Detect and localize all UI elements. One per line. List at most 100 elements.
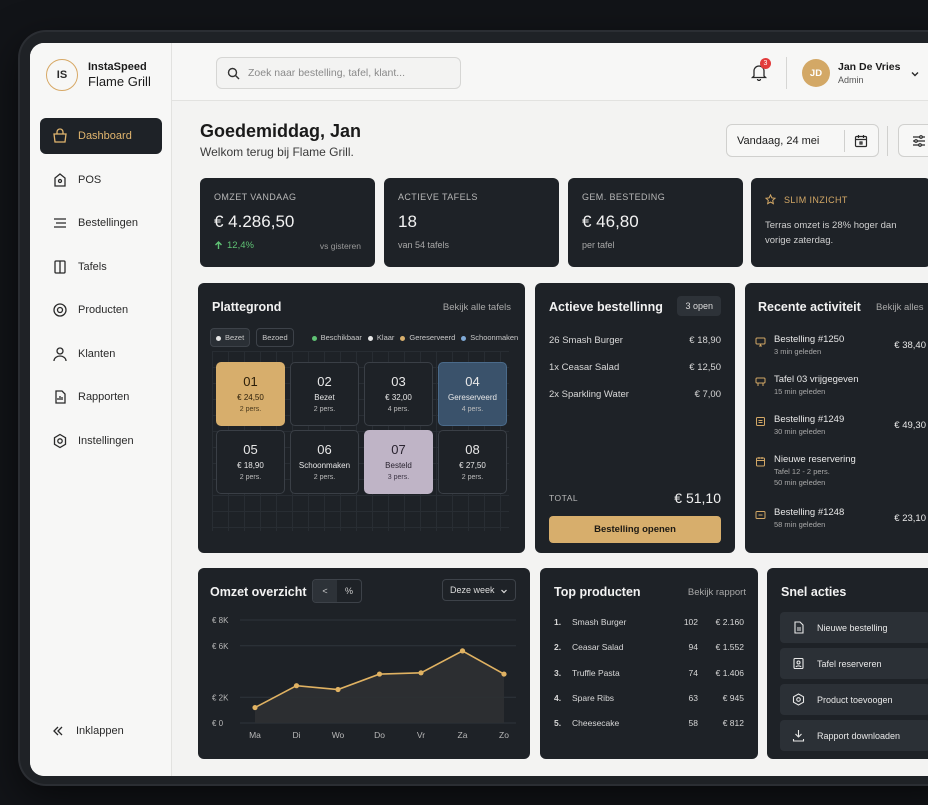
order-item-name: 26 Smash Burger bbox=[549, 335, 623, 346]
activity-amount: € 49,30 bbox=[894, 420, 926, 431]
product-revenue: € 945 bbox=[722, 693, 744, 703]
reserve-table-button[interactable]: Tafel reserveren bbox=[780, 648, 928, 679]
sidebar-item-tafels[interactable]: Tafels bbox=[40, 249, 162, 285]
chevron-down-icon[interactable] bbox=[910, 69, 920, 79]
kpi-value: € 4.286,50 bbox=[214, 212, 295, 231]
view-all-tables-link[interactable]: Bekijk alle tafels bbox=[442, 302, 511, 313]
activity-meta: 50 min geleden bbox=[774, 478, 826, 487]
order-item-name: 2x Sparkling Water bbox=[549, 389, 629, 400]
product-name: Truffle Pasta bbox=[572, 668, 620, 678]
table-tile-04[interactable]: 04 Gereserveerd 4 pers. bbox=[438, 362, 507, 426]
product-row: 5. Cheesecake 58 € 812 bbox=[554, 718, 744, 728]
sidebar-item-klanten[interactable]: Klanten bbox=[40, 336, 162, 372]
search-input[interactable]: Zoek naar bestelling, tafel, klant... bbox=[216, 57, 461, 89]
table-tile-01[interactable]: 01 € 24,50 2 pers. bbox=[216, 362, 285, 426]
sidebar-item-pos[interactable]: POS bbox=[40, 162, 162, 198]
insight-header: SLIM INZICHT bbox=[765, 194, 848, 205]
double-chevron-left-icon bbox=[53, 726, 63, 736]
legend-label: Beschikbaar bbox=[320, 333, 362, 342]
kpi-trend-value: 12,4% bbox=[227, 240, 254, 251]
activity-meta: 15 min geleden bbox=[774, 387, 826, 396]
customers-icon bbox=[53, 346, 67, 361]
sidebar-item-dashboard[interactable]: Dashboard bbox=[40, 118, 162, 154]
total-label: TOTAL bbox=[549, 493, 579, 503]
product-name: Smash Burger bbox=[572, 617, 627, 627]
sidebar-item-instellingen[interactable]: Instellingen bbox=[40, 423, 162, 459]
table-tile-03[interactable]: 03 € 32,00 4 pers. bbox=[364, 362, 433, 426]
table-status: Bezet bbox=[314, 393, 335, 402]
product-rank: 2. bbox=[554, 642, 562, 652]
view-all-activity-link[interactable]: Bekijk alles bbox=[876, 302, 924, 313]
action-label: Tafel reserveren bbox=[817, 658, 882, 669]
tables-icon bbox=[54, 259, 66, 274]
product-row: 3. Truffle Pasta 74 € 1.406 bbox=[554, 668, 744, 678]
activity-item[interactable]: Tafel 03 vrijgegeven 15 min geleden bbox=[755, 374, 928, 396]
open-order-button[interactable]: Bestelling openen bbox=[549, 516, 721, 543]
table-number: 06 bbox=[317, 442, 332, 457]
order-line: 2x Sparkling Water € 7,00 bbox=[549, 389, 721, 400]
legend-label: Klaar bbox=[376, 333, 395, 342]
panel-title: Snel acties bbox=[781, 585, 847, 599]
download-icon bbox=[792, 730, 805, 742]
order-total: TOTAL € 51,10 bbox=[549, 490, 721, 506]
table-tile-06[interactable]: 06 Schoonmaken 2 pers. bbox=[290, 430, 359, 494]
kpi-sub: per tafel bbox=[582, 240, 615, 250]
table-tile-05[interactable]: 05 € 18,90 2 pers. bbox=[216, 430, 285, 494]
period-select[interactable]: Deze week bbox=[442, 579, 516, 601]
table-status: € 32,00 bbox=[385, 393, 412, 402]
toggle-currency[interactable]: < bbox=[313, 580, 337, 602]
product-rank: 1. bbox=[554, 617, 562, 627]
sidebar-item-rapporten[interactable]: Rapporten bbox=[40, 379, 162, 415]
toggle-percent[interactable]: % bbox=[344, 586, 353, 596]
avatar: JD bbox=[802, 59, 830, 87]
divider bbox=[786, 57, 787, 89]
collapse-sidebar-button[interactable]: Inklappen bbox=[52, 725, 124, 737]
sidebar-item-bestellingen[interactable]: Bestellingen bbox=[40, 205, 162, 241]
quick-actions-panel: Snel acties Nieuwe bestelling Tafel rese… bbox=[767, 568, 928, 759]
tray-icon bbox=[755, 337, 766, 347]
product-row: 2. Ceasar Salad 94 € 1.552 bbox=[554, 642, 744, 652]
filter-chip-bezoed[interactable]: Bezoed bbox=[256, 328, 294, 347]
date-picker[interactable]: Vandaag, 24 mei bbox=[726, 124, 879, 157]
table-persons: 2 pers. bbox=[239, 474, 262, 481]
table-persons: 2 pers. bbox=[239, 406, 262, 413]
settings-icon bbox=[53, 433, 67, 448]
page-subtitle: Welkom terug bij Flame Grill. bbox=[200, 145, 354, 159]
activity-item[interactable]: Bestelling #1250 3 min geleden € 38,40 bbox=[755, 334, 928, 356]
y-tick-label: € 2K bbox=[212, 693, 229, 702]
activity-meta: 58 min geleden bbox=[774, 520, 826, 529]
product-revenue: € 1.406 bbox=[715, 668, 744, 678]
activity-item[interactable]: Nieuwe reservering Tafel 12 - 2 pers. 50 m… bbox=[755, 454, 928, 487]
download-report-button[interactable]: Rapport downloaden bbox=[780, 720, 928, 751]
legend-item-ready: Klaar bbox=[367, 333, 395, 342]
activity-item[interactable]: Bestelling #1248 58 min geleden € 23,10 bbox=[755, 507, 928, 529]
x-tick-label: Wo bbox=[332, 730, 345, 740]
open-count-badge: 3 open bbox=[677, 296, 721, 316]
table-persons: 2 pers. bbox=[313, 474, 336, 481]
table-persons: 2 pers. bbox=[461, 474, 484, 481]
filter-button[interactable] bbox=[898, 124, 928, 157]
x-tick-label: Zo bbox=[499, 730, 509, 740]
activity-title: Bestelling #1250 bbox=[774, 334, 845, 345]
activity-amount: € 38,40 bbox=[894, 340, 926, 351]
store-icon bbox=[53, 128, 67, 143]
action-label: Rapport downloaden bbox=[817, 730, 901, 741]
sliders-icon bbox=[913, 135, 925, 147]
panel-title: Actieve bestellinng bbox=[549, 300, 663, 314]
insight-title: SLIM INZICHT bbox=[784, 194, 848, 205]
data-point bbox=[252, 704, 258, 711]
add-product-button[interactable]: Product toevoogen bbox=[780, 684, 928, 715]
new-order-button[interactable]: Nieuwe bestelling bbox=[780, 612, 928, 643]
x-tick-label: Di bbox=[292, 730, 300, 740]
table-tile-08[interactable]: 08 € 27,50 2 pers. bbox=[438, 430, 507, 494]
products-icon bbox=[53, 303, 67, 317]
filter-chip-bezet[interactable]: Bezet bbox=[210, 328, 251, 347]
view-report-link[interactable]: Bekijk rapport bbox=[687, 587, 746, 598]
table-status: Besteld bbox=[385, 461, 412, 470]
y-tick-label: € 8K bbox=[212, 616, 229, 625]
user-menu[interactable]: JD Jan De Vries Admin bbox=[802, 59, 900, 87]
activity-item[interactable]: Bestelling #1249 30 min geleden € 49,30 bbox=[755, 414, 928, 436]
table-tile-02[interactable]: 02 Bezet 2 pers. bbox=[290, 362, 359, 426]
table-tile-07[interactable]: 07 Besteld 3 pers. bbox=[364, 430, 433, 494]
sidebar-item-producten[interactable]: Producten bbox=[40, 292, 162, 328]
